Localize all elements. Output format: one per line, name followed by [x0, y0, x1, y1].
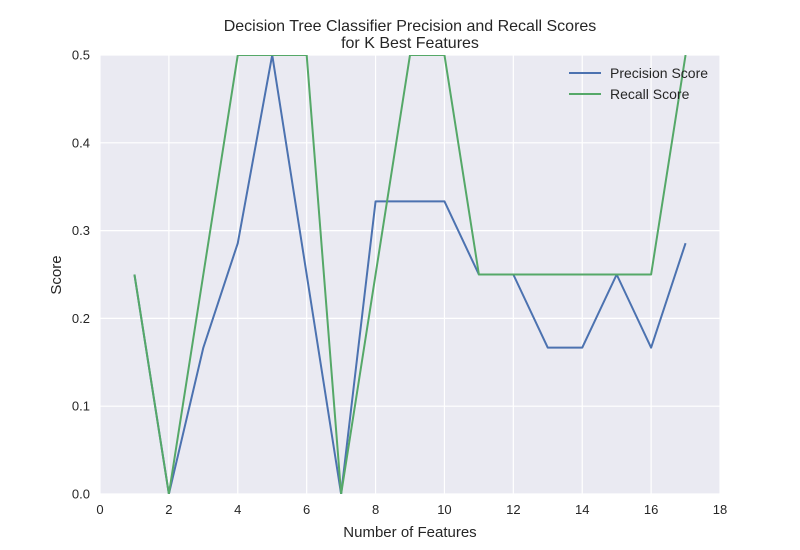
x-tick-label: 12 [506, 502, 520, 517]
chart-title-line-2: for K Best Features [341, 35, 479, 52]
series-layer [133, 55, 687, 494]
recall-score-line [133, 55, 687, 494]
chart-title-line-1: Decision Tree Classifier Precision and R… [224, 18, 597, 35]
legend-recall-label: Recall Score [610, 86, 690, 102]
y-tick-label: 0.2 [72, 311, 90, 326]
x-tick-label: 10 [437, 502, 451, 517]
y-tick-label: 0.3 [72, 223, 90, 238]
y-axis-label: Score [48, 255, 65, 294]
y-tick-label: 0.1 [72, 399, 90, 414]
x-tick-label: 14 [575, 502, 589, 517]
x-tick-label: 18 [713, 502, 727, 517]
x-tick-label: 4 [234, 502, 241, 517]
tick-labels: 0 2 4 6 8 10 12 14 16 18 0.0 0.1 0.2 0.3 0.4 0.5 [72, 48, 727, 518]
legend-precision-label: Precision Score [610, 65, 708, 81]
x-tick-label: 16 [644, 502, 658, 517]
legend: Precision Score Recall Score [569, 65, 708, 102]
y-tick-label: 0.5 [72, 48, 90, 63]
y-tick-label: 0.0 [72, 487, 90, 502]
y-tick-label: 0.4 [72, 135, 90, 150]
x-tick-label: 6 [303, 502, 310, 517]
x-tick-label: 2 [165, 502, 172, 517]
grid [99, 54, 721, 495]
precision-score-line [133, 55, 687, 494]
x-tick-label: 8 [372, 502, 379, 517]
x-axis-label: Number of Features [343, 524, 476, 541]
x-tick-label: 0 [96, 502, 103, 517]
